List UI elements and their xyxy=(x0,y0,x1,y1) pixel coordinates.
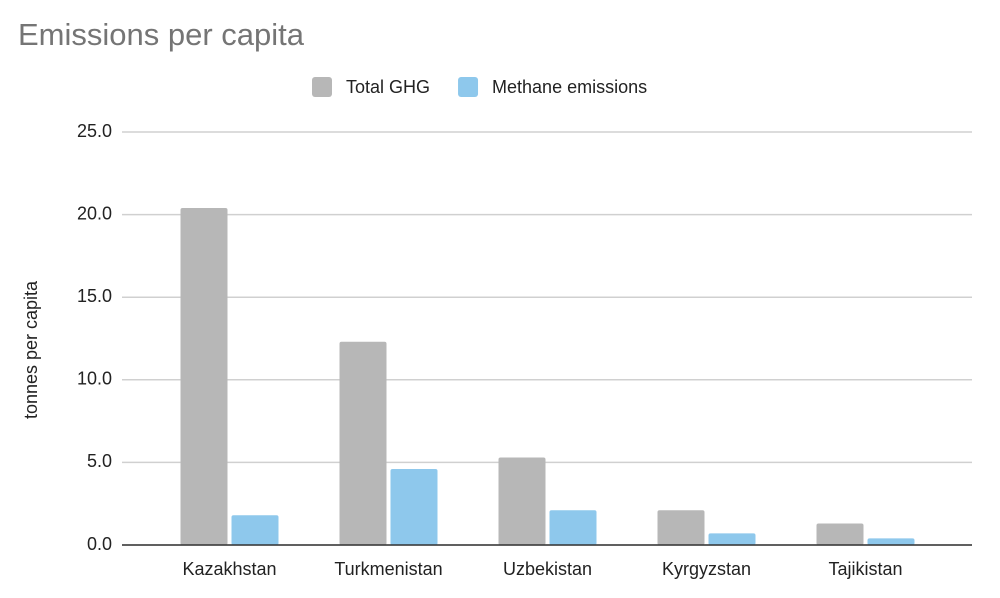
x-tick-label: Tajikistan xyxy=(828,559,902,579)
bar xyxy=(339,341,387,545)
legend-label: Total GHG xyxy=(346,77,430,97)
bar xyxy=(708,533,756,545)
x-tick-label: Uzbekistan xyxy=(503,559,592,579)
x-tick-label: Kyrgyzstan xyxy=(662,559,751,579)
y-tick-label: 10.0 xyxy=(77,369,112,389)
bar xyxy=(549,510,597,545)
y-tick-label: 15.0 xyxy=(77,286,112,306)
x-tick-label: Kazakhstan xyxy=(182,559,276,579)
y-axis-label: tonnes per capita xyxy=(21,280,41,419)
x-tick-label: Turkmenistan xyxy=(334,559,442,579)
y-tick-label: 25.0 xyxy=(77,121,112,141)
legend-swatch xyxy=(312,77,332,97)
bar xyxy=(657,510,705,545)
legend-label: Methane emissions xyxy=(492,77,647,97)
bar xyxy=(498,457,546,545)
chart-title: Emissions per capita xyxy=(18,17,305,52)
bar xyxy=(867,538,915,545)
y-tick-label: 5.0 xyxy=(87,451,112,471)
legend-swatch xyxy=(458,77,479,97)
bar xyxy=(816,523,864,545)
bar xyxy=(180,207,228,545)
bar xyxy=(390,469,438,545)
y-tick-label: 0.0 xyxy=(87,534,112,554)
y-tick-label: 20.0 xyxy=(77,203,112,223)
bar xyxy=(231,515,279,545)
